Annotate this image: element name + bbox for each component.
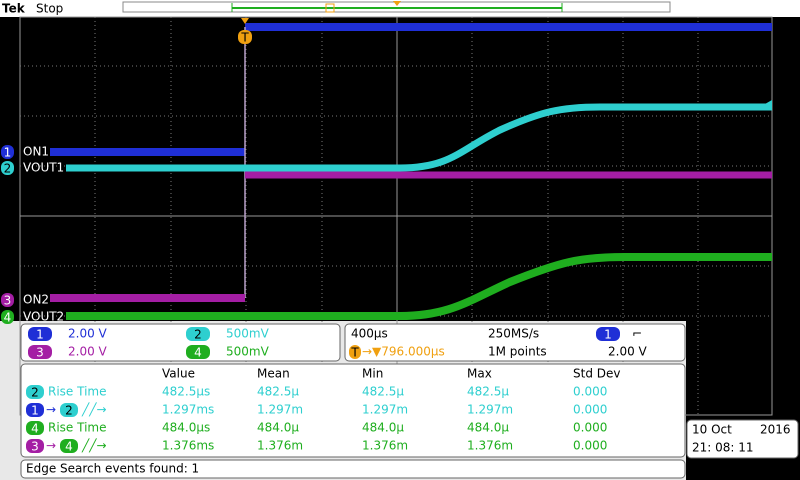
trigger-position: →▼796.000µs bbox=[362, 345, 445, 359]
status-panel bbox=[20, 459, 686, 479]
trigger-level: 2.00 V bbox=[608, 345, 648, 359]
measurement-value: 484.0µ bbox=[467, 421, 509, 435]
measurement-value: 484.0µs bbox=[162, 421, 210, 435]
measurement-name: Rise Time bbox=[48, 385, 107, 399]
channel-name: ON2 bbox=[23, 293, 49, 307]
measurement-value: 1.297ms bbox=[162, 403, 214, 417]
measurement-name: ╱╱→ bbox=[81, 402, 107, 417]
channel-number: 3 bbox=[36, 346, 44, 360]
measurement-value: 1.297m bbox=[257, 403, 303, 417]
channel-number: T bbox=[240, 31, 249, 45]
measurement-value: 1.376m bbox=[467, 439, 513, 453]
channel-number: 4 bbox=[194, 346, 202, 360]
column-header: Max bbox=[467, 367, 492, 381]
channel-scale: 500mV bbox=[226, 327, 270, 341]
year: 2016 bbox=[760, 423, 791, 437]
measurement-value: 482.5µs bbox=[162, 385, 210, 399]
acq-status: Stop bbox=[36, 2, 63, 16]
measurement-value: 0.000 bbox=[573, 421, 607, 435]
measurement-value: 484.0µ bbox=[257, 421, 299, 435]
channel-badge bbox=[60, 439, 78, 453]
measurement-name: ╱╱→ bbox=[81, 438, 107, 453]
waveform-ch2 bbox=[66, 103, 772, 172]
sample-rate: 250MS/s bbox=[488, 327, 539, 341]
level-marker bbox=[765, 100, 772, 108]
brand: Tek bbox=[2, 2, 26, 16]
channel-number: 1 bbox=[4, 146, 12, 160]
channel-number: 1 bbox=[31, 404, 39, 418]
measurement-value: 0.000 bbox=[573, 439, 607, 453]
column-header: Mean bbox=[257, 367, 290, 381]
time-per-div: 400µs bbox=[351, 327, 388, 341]
channel-badge bbox=[186, 345, 210, 359]
channel-badge bbox=[1, 310, 14, 324]
date: 10 Oct bbox=[692, 423, 732, 437]
channel-badge bbox=[238, 30, 252, 44]
channel-badge bbox=[28, 327, 52, 341]
channel-badge bbox=[26, 385, 44, 399]
channel-badge bbox=[349, 345, 361, 359]
channel-badge bbox=[1, 161, 14, 175]
channel-scale: 2.00 V bbox=[68, 327, 108, 341]
expansion-point bbox=[393, 1, 401, 6]
record-length: 1M points bbox=[488, 345, 547, 359]
status-message: Edge Search events found: 1 bbox=[26, 462, 199, 476]
connector: → bbox=[46, 439, 56, 453]
channel-badge bbox=[26, 403, 44, 417]
channel-badge bbox=[60, 403, 78, 417]
column-header: Min bbox=[362, 367, 383, 381]
measurement-value: 1.376m bbox=[362, 439, 408, 453]
channel-number: 4 bbox=[4, 311, 12, 325]
channel-name: ON1 bbox=[23, 145, 49, 159]
measurement-name: Rise Time bbox=[48, 421, 107, 435]
channel-badge bbox=[26, 439, 44, 453]
waveform-ch4 bbox=[66, 253, 772, 320]
measurement-value: 1.376m bbox=[257, 439, 303, 453]
channel-badge bbox=[596, 327, 620, 341]
trigger-time-marker bbox=[241, 18, 249, 24]
channel-badge bbox=[1, 145, 14, 159]
column-header: Std Dev bbox=[573, 367, 620, 381]
channel-number: T bbox=[350, 346, 359, 360]
channel-number: 4 bbox=[65, 440, 73, 454]
trigger-slope: ⌐ bbox=[632, 327, 642, 341]
connector: → bbox=[46, 403, 56, 417]
column-header: Value bbox=[162, 367, 195, 381]
vertical-panel bbox=[20, 323, 341, 362]
channel-badge bbox=[26, 421, 44, 435]
measurement-value: 0.000 bbox=[573, 403, 607, 417]
measurement-value: 1.297m bbox=[362, 403, 408, 417]
measurement-value: 482.5µ bbox=[467, 385, 509, 399]
measurement-value: 482.5µ bbox=[257, 385, 299, 399]
waveforms bbox=[50, 23, 772, 320]
channel-number: 3 bbox=[4, 294, 12, 308]
measurement-value: 484.0µ bbox=[362, 421, 404, 435]
measurement-value: 1.376ms bbox=[162, 439, 214, 453]
channel-number: 2 bbox=[31, 386, 39, 400]
datetime-panel bbox=[686, 419, 799, 459]
channel-number: 3 bbox=[31, 440, 39, 454]
trigger-position-icon bbox=[325, 3, 335, 13]
channel-badge bbox=[28, 345, 52, 359]
channel-name: VOUT1 bbox=[23, 161, 64, 175]
channel-number: 2 bbox=[65, 404, 73, 418]
channel-badge bbox=[1, 293, 14, 307]
dynamic-content: 1 ON1 2 VOUT1 3 ON2 4 VOUT2 T 1 2.00 V 2 500mV 3 2.00 … bbox=[1, 30, 648, 454]
channel-name: VOUT2 bbox=[23, 310, 64, 324]
time: 21: 08: 11 bbox=[692, 441, 754, 455]
channel-number: 4 bbox=[31, 422, 39, 436]
channel-number: 1 bbox=[604, 328, 612, 342]
measurement-panel bbox=[20, 363, 686, 458]
measurement-value: 482.5µ bbox=[362, 385, 404, 399]
measurement-value: 0.000 bbox=[573, 385, 607, 399]
channel-number: 1 bbox=[36, 328, 44, 342]
measurement-value: 1.297m bbox=[467, 403, 513, 417]
channel-scale: 2.00 V bbox=[68, 345, 108, 359]
channel-number: 2 bbox=[194, 328, 202, 342]
channel-scale: 500mV bbox=[226, 345, 270, 359]
channel-badge bbox=[186, 327, 210, 341]
channel-number: 2 bbox=[4, 162, 12, 176]
